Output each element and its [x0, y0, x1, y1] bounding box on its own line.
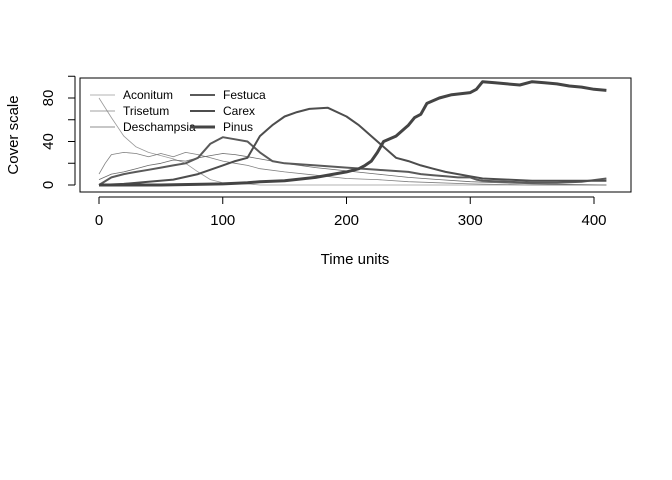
series-layer [98, 80, 607, 187]
plot-frame [79, 77, 632, 193]
x-axis-title: Time units [321, 251, 390, 268]
y-tick-label: 0 [40, 181, 57, 189]
x-tick-label: 400 [581, 212, 606, 229]
series-line-pinus [99, 80, 607, 187]
x-tick-label: 0 [95, 212, 103, 229]
y-axis-title: Cover scale [5, 95, 22, 174]
series-line-carex [98, 106, 607, 186]
y-tick-label: 80 [40, 90, 57, 107]
legend-label: Pinus [223, 120, 253, 134]
y-axis: 0 40 80 [40, 75, 76, 189]
legend-label: Carex [223, 104, 255, 118]
series-line-deschampsia [98, 153, 607, 186]
x-axis: 0 100 200 300 400 [95, 196, 607, 229]
x-tick-label: 300 [458, 212, 483, 229]
legend-label: Deschampsia [123, 120, 196, 134]
series-line-festuca [98, 136, 607, 186]
legend-label: Trisetum [123, 104, 169, 118]
x-tick-label: 200 [334, 212, 359, 229]
legend: Aconitum Trisetum Deschampsia Festuca Carex P… [90, 88, 266, 134]
legend-label: Aconitum [123, 88, 173, 102]
series-line-aconitum [98, 97, 607, 186]
y-tick-label: 40 [40, 133, 57, 150]
x-tick-label: 100 [210, 212, 235, 229]
legend-label: Festuca [223, 88, 266, 102]
